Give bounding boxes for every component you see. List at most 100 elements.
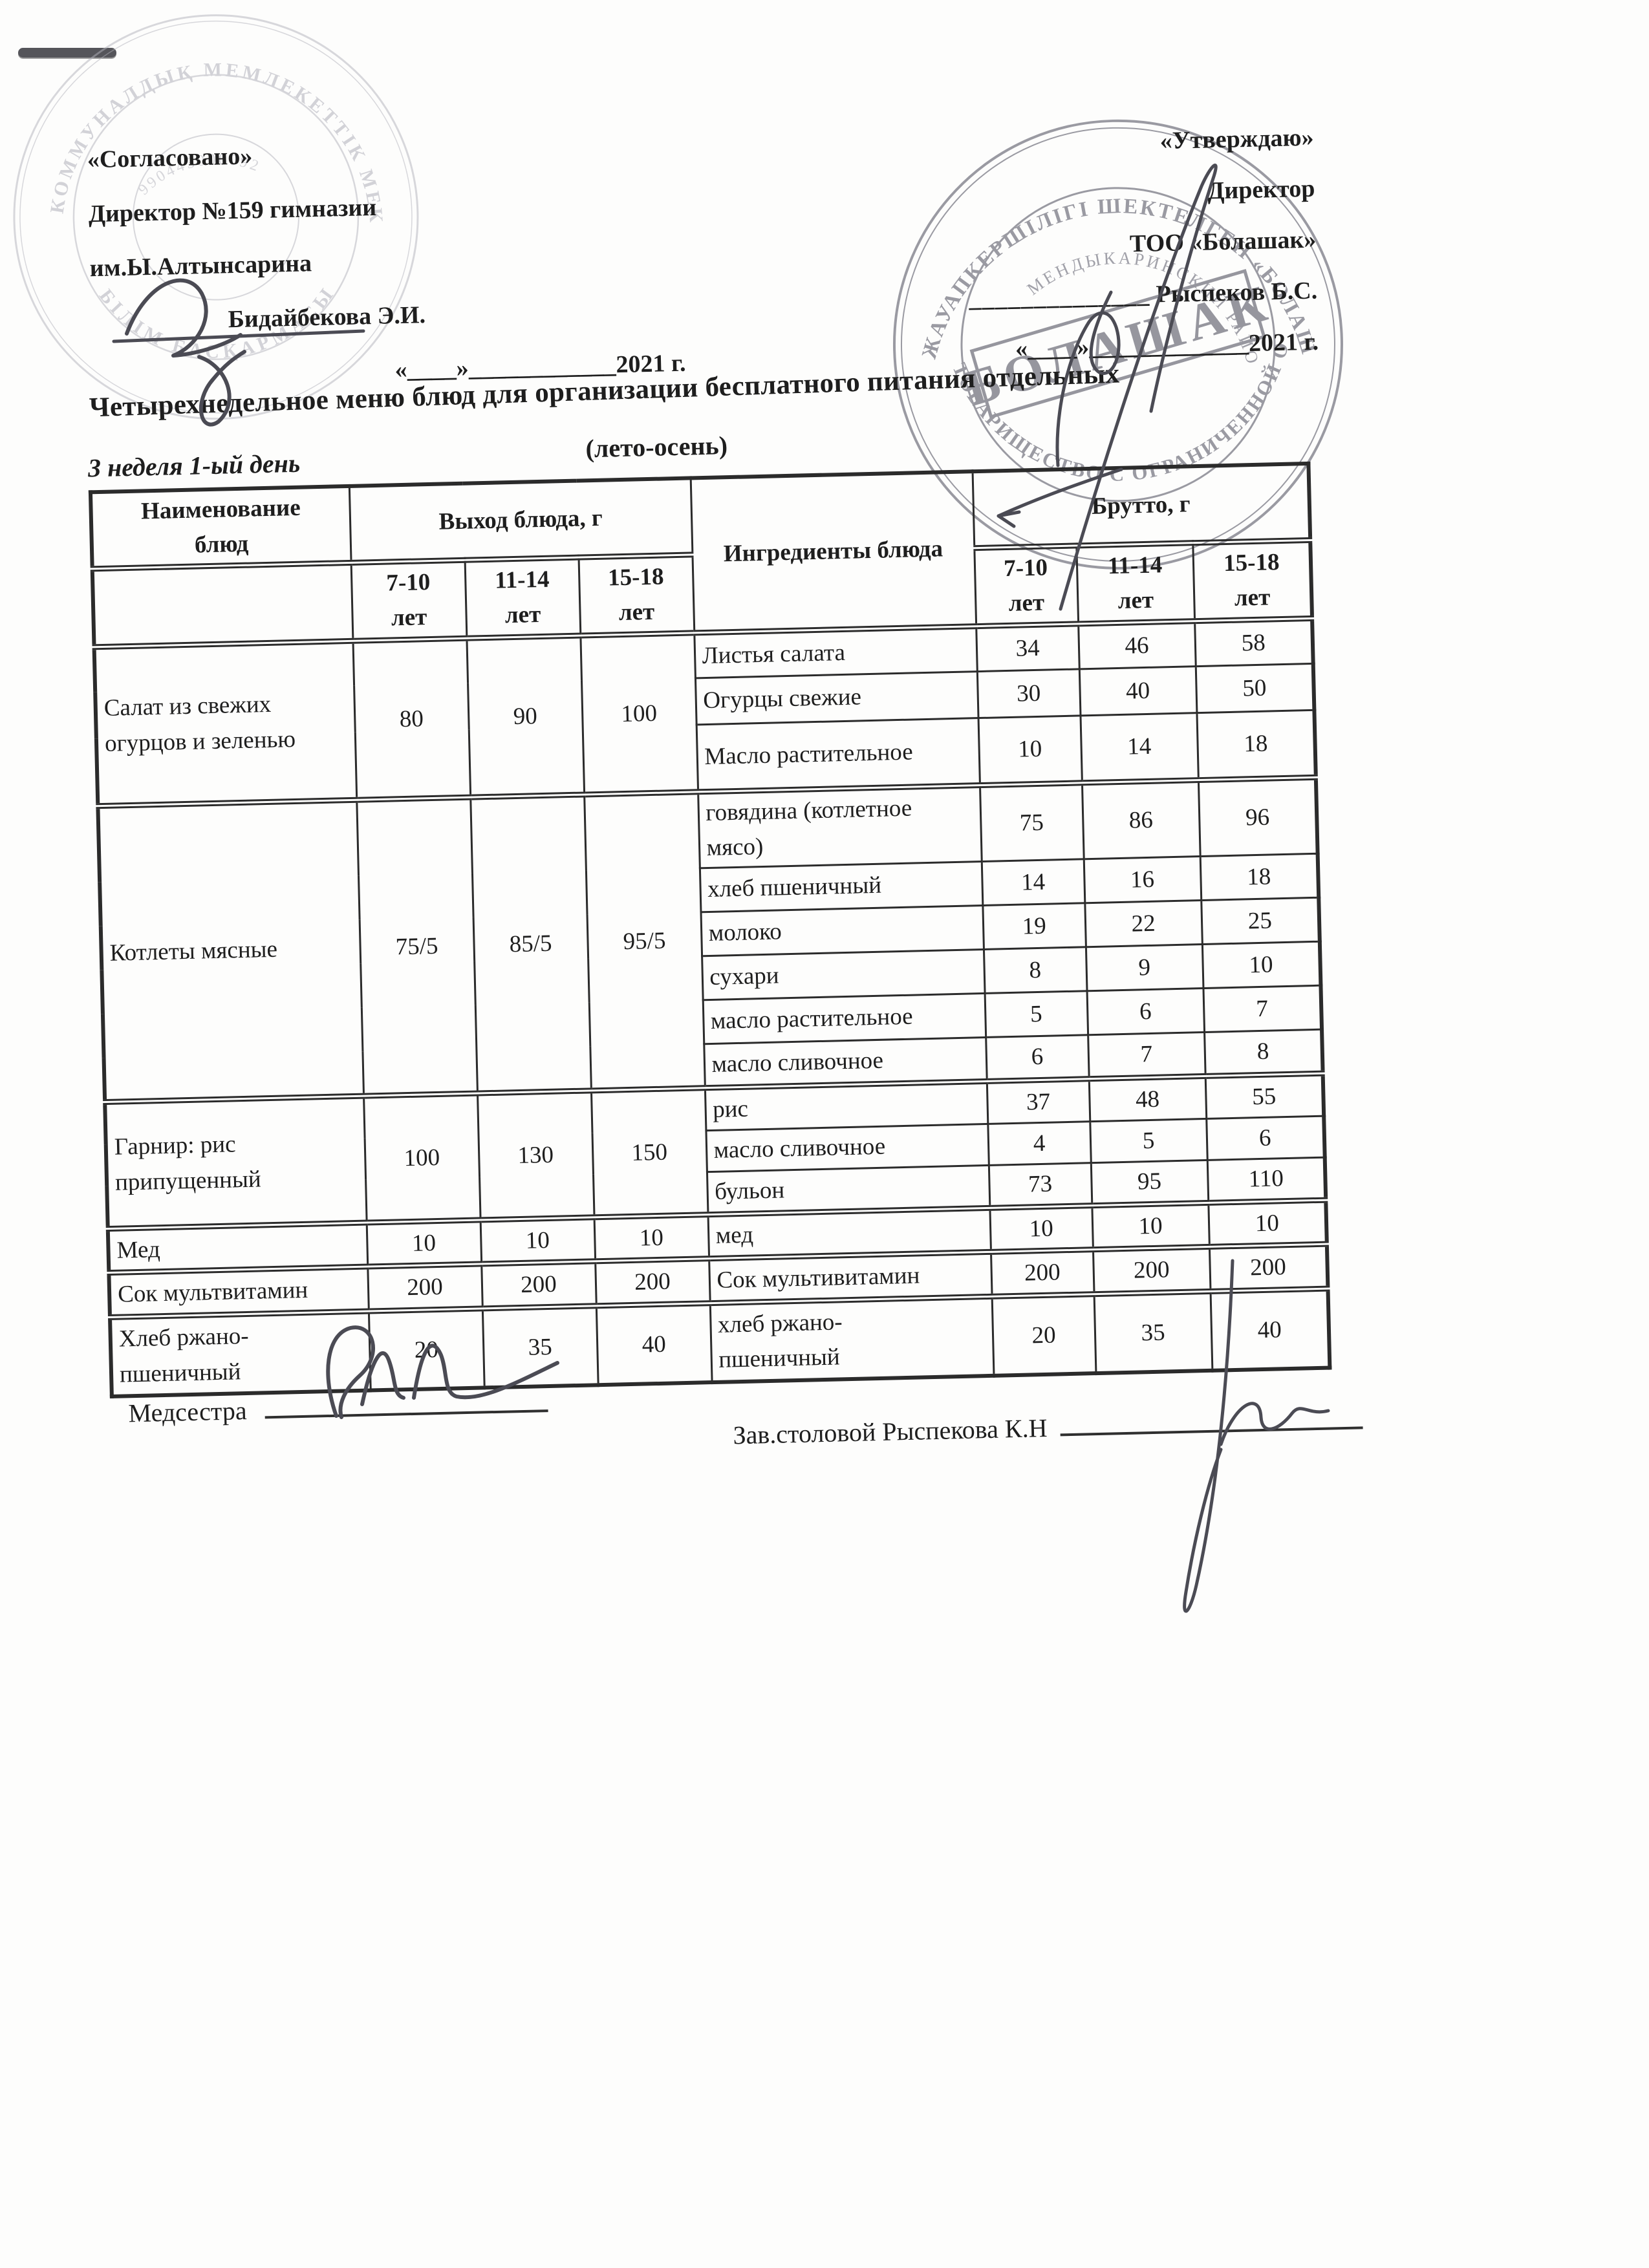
dish-name: Гарнир: рис припущенный xyxy=(105,1095,367,1229)
ingredient-name: молоко xyxy=(700,905,984,956)
ingredient-name: Огурцы свежие xyxy=(695,671,978,725)
age-col-out-2: 11-14 лет xyxy=(464,557,581,638)
empty-header-cell xyxy=(92,562,353,647)
approval-block-left: «Согласовано» Директор №159 гимназии им.… xyxy=(87,119,687,405)
dish-name: Сок мультвитамин xyxy=(109,1267,369,1318)
scan-artifact-bar xyxy=(18,48,116,58)
brutto-value: 8 xyxy=(983,947,1087,994)
col-header-ingredients: Ингредиенты блюда xyxy=(690,471,976,633)
brutto-value: 4 xyxy=(987,1121,1091,1165)
brutto-value: 14 xyxy=(981,859,1085,906)
ingredient-name: масло сливочное xyxy=(704,1037,987,1088)
ingredient-name: рис xyxy=(704,1081,988,1131)
brutto-value: 40 xyxy=(1079,666,1197,716)
brutto-value: 86 xyxy=(1081,780,1200,859)
nurse-label: Медсестра xyxy=(127,1396,248,1428)
dish-name: Котлеты мясные xyxy=(98,799,364,1102)
brutto-value: 7 xyxy=(1088,1032,1205,1079)
brutto-value: 16 xyxy=(1083,856,1202,903)
out-value: 200 xyxy=(481,1261,596,1309)
brutto-value: 8 xyxy=(1204,1029,1323,1076)
brutto-value: 5 xyxy=(984,990,1088,1038)
ingredient-name: говядина (котлетное мясо) xyxy=(698,785,982,868)
brutto-value: 40 xyxy=(1210,1288,1330,1371)
col-header-dish-name: Наименование блюд xyxy=(90,486,351,570)
out-value: 75/5 xyxy=(356,797,477,1096)
out-value: 90 xyxy=(466,635,585,797)
week-day-label: 3 неделя 1-ый день xyxy=(87,448,301,483)
brutto-value: 10 xyxy=(1208,1199,1327,1247)
signer-name-right: Рыспеков Б.С. xyxy=(1149,277,1318,308)
brutto-value: 6 xyxy=(1086,988,1205,1035)
brutto-value: 200 xyxy=(1209,1244,1328,1291)
brutto-value: 5 xyxy=(1090,1118,1207,1163)
brutto-value: 110 xyxy=(1207,1157,1326,1203)
nurse-signature-line xyxy=(264,1381,548,1419)
brutto-value: 200 xyxy=(991,1249,1094,1296)
ingredient-name: Масло растительное xyxy=(696,718,980,792)
approval-block-right: «Утверждаю» Директор ТОО «Болашак» _____… xyxy=(867,112,1319,378)
brutto-value: 55 xyxy=(1205,1073,1324,1119)
canteen-signature-block: Зав.столовой Рыспекова К.Н xyxy=(733,1398,1363,1450)
out-value: 95/5 xyxy=(584,791,705,1091)
out-value: 85/5 xyxy=(470,794,591,1093)
dish-name: Хлеб ржано- пшеничный xyxy=(109,1311,371,1396)
brutto-value: 73 xyxy=(988,1162,1092,1208)
brutto-value: 7 xyxy=(1203,985,1322,1032)
brutto-value: 10 xyxy=(1092,1202,1209,1250)
brutto-value: 50 xyxy=(1195,663,1315,713)
brutto-value: 96 xyxy=(1198,776,1318,857)
brutto-value: 10 xyxy=(989,1205,1093,1252)
dish-name: Мед xyxy=(107,1222,368,1273)
ingredient-name: сухари xyxy=(702,949,985,1000)
ingredient-name: Сок мультивитамин xyxy=(709,1252,992,1303)
age-col-brutto-2: 11-14 лет xyxy=(1076,542,1195,624)
brutto-value: 10 xyxy=(978,715,1082,786)
canteen-manager-label: Зав.столовой Рыспекова К.Н xyxy=(733,1413,1048,1450)
brutto-value: 22 xyxy=(1084,900,1202,947)
brutto-value: 200 xyxy=(1092,1246,1211,1294)
out-value: 10 xyxy=(594,1214,709,1261)
out-value: 10 xyxy=(366,1219,482,1267)
out-value: 200 xyxy=(595,1258,710,1306)
out-value: 100 xyxy=(363,1093,480,1223)
brutto-value: 75 xyxy=(980,782,1084,862)
out-value: 150 xyxy=(590,1087,708,1217)
ingredient-name: хлеб ржано- пшеничный xyxy=(709,1296,994,1382)
brutto-value: 6 xyxy=(1206,1115,1325,1161)
age-col-out-3: 15-18 лет xyxy=(578,555,695,636)
brutto-value: 18 xyxy=(1196,709,1316,780)
canteen-signature-line xyxy=(1059,1398,1363,1437)
ingredient-name: хлеб пшеничный xyxy=(699,861,983,912)
brutto-value: 14 xyxy=(1080,712,1198,783)
brutto-value: 25 xyxy=(1201,897,1320,945)
age-col-out-1: 7-10 лет xyxy=(350,560,467,641)
ingredient-name: масло сливочное xyxy=(706,1123,989,1172)
brutto-value: 19 xyxy=(982,903,1086,950)
age-col-brutto-3: 15-18 лет xyxy=(1192,540,1313,621)
brutto-value: 20 xyxy=(991,1294,1096,1376)
brutto-value: 18 xyxy=(1200,853,1319,901)
brutto-value: 30 xyxy=(976,669,1081,718)
brutto-value: 9 xyxy=(1085,944,1203,991)
out-value: 40 xyxy=(596,1303,712,1385)
out-value: 35 xyxy=(482,1305,598,1387)
brutto-value: 35 xyxy=(1094,1290,1212,1373)
brutto-value: 48 xyxy=(1088,1076,1207,1122)
ingredient-name: масло растительное xyxy=(702,993,986,1044)
brutto-value: 46 xyxy=(1078,621,1196,669)
out-value: 130 xyxy=(477,1090,594,1220)
dish-name: Салат из свежих огурцов и зеленью xyxy=(94,640,357,806)
season-label: (лето-осень) xyxy=(585,431,728,464)
ingredient-name: мед xyxy=(707,1207,991,1259)
out-value: 200 xyxy=(367,1263,482,1311)
col-header-out: Выход блюда, г xyxy=(349,478,693,563)
signature-blank: ______________ xyxy=(968,281,1150,313)
col-header-brutto: Брутто, г xyxy=(972,463,1311,548)
out-value: 20 xyxy=(368,1308,484,1391)
brutto-value: 37 xyxy=(986,1078,1090,1124)
menu-table: Наименование блюд Выход блюда, г Ингреди… xyxy=(88,461,1332,1398)
brutto-value: 6 xyxy=(986,1034,1089,1082)
